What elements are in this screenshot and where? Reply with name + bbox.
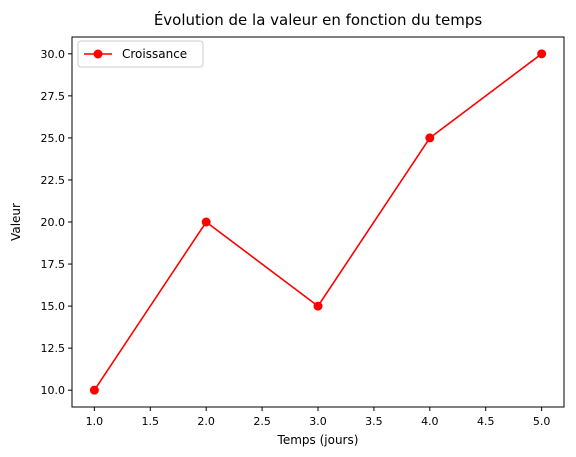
y-tick-label: 25.0: [41, 132, 66, 145]
data-point: [89, 385, 99, 395]
x-tick-label: 3.5: [365, 415, 383, 428]
x-tick-label: 5.0: [533, 415, 551, 428]
x-tick-label: 2.0: [197, 415, 215, 428]
x-axis: 1.0 1.5 2.0 2.5 3.0 3.5 4.0 4.5 5.0: [86, 407, 551, 428]
chart-title: Évolution de la valeur en fonction du te…: [154, 10, 483, 29]
legend-label: Croissance: [122, 47, 187, 61]
data-point: [425, 133, 435, 143]
y-tick-label: 30.0: [41, 48, 66, 61]
data-point: [537, 49, 547, 59]
x-axis-label: Temps (jours): [277, 433, 359, 447]
x-tick-label: 4.5: [477, 415, 495, 428]
x-tick-label: 1.5: [142, 415, 160, 428]
y-tick-label: 20.0: [41, 216, 66, 229]
y-tick-label: 15.0: [41, 300, 66, 313]
x-tick-label: 3.0: [309, 415, 327, 428]
y-tick-label: 17.5: [41, 258, 66, 271]
y-tick-label: 22.5: [41, 174, 66, 187]
y-tick-label: 10.0: [41, 384, 66, 397]
x-tick-label: 2.5: [253, 415, 271, 428]
data-point: [313, 301, 323, 311]
legend: Croissance: [77, 40, 204, 68]
plot-area: [89, 49, 547, 395]
y-tick-label: 27.5: [41, 90, 66, 103]
data-point: [201, 217, 211, 227]
y-tick-label: 12.5: [41, 342, 66, 355]
y-axis-label: Valeur: [9, 203, 23, 241]
legend-marker: [93, 49, 103, 59]
y-axis: 10.0 12.5 15.0 17.5 20.0 22.5 25.0 27.5 30.0: [41, 48, 72, 397]
x-tick-label: 1.0: [86, 415, 104, 428]
x-tick-label: 4.0: [421, 415, 439, 428]
series-line: [93, 53, 543, 391]
legend-box: [77, 40, 204, 68]
